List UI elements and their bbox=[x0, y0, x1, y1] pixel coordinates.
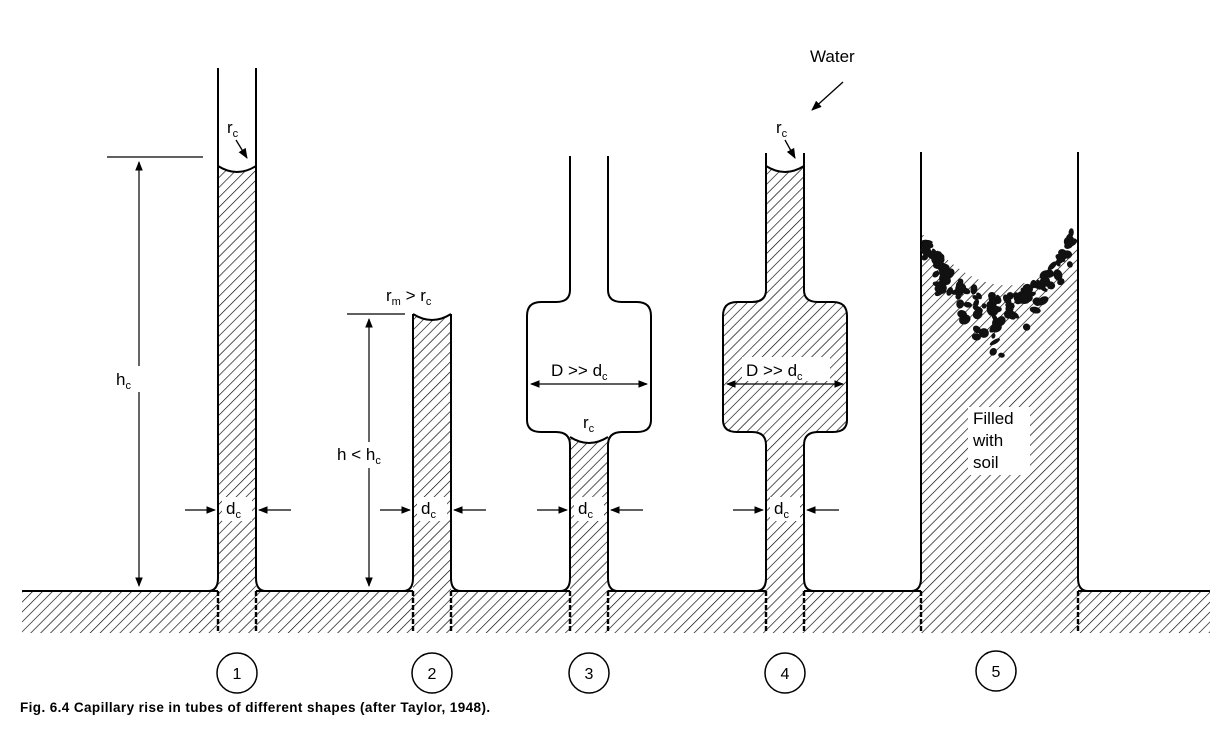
soil-grain bbox=[971, 333, 981, 341]
soil-grain bbox=[973, 299, 980, 308]
tube-1-diameter-label: dc bbox=[185, 497, 291, 521]
soil-grain bbox=[1057, 278, 1065, 286]
svg-text:rc: rc bbox=[583, 413, 595, 435]
soil-grain bbox=[934, 287, 945, 297]
tube-3-diameter-label: dc bbox=[537, 497, 643, 521]
tube-number-5: 5 bbox=[975, 650, 1017, 692]
soil-grain bbox=[957, 282, 967, 291]
svg-text:1: 1 bbox=[233, 666, 242, 683]
soil-grain bbox=[941, 276, 951, 286]
svg-text:D >> dc: D >> dc bbox=[551, 361, 608, 383]
soil-grain bbox=[1005, 305, 1014, 313]
svg-text:Filled: Filled bbox=[973, 409, 1014, 428]
soil-grain bbox=[990, 322, 1002, 333]
soil-grain bbox=[1068, 228, 1074, 237]
soil-grain bbox=[989, 338, 1000, 346]
svg-text:hc: hc bbox=[116, 370, 131, 392]
soil-grain bbox=[972, 325, 981, 334]
svg-text:rc: rc bbox=[776, 118, 788, 140]
soil-grain bbox=[978, 328, 989, 338]
soil-grain bbox=[955, 293, 962, 300]
svg-text:with: with bbox=[972, 431, 1003, 450]
soil-grain bbox=[931, 248, 938, 257]
soil-grain bbox=[935, 253, 945, 264]
height-hc-dimension: hc bbox=[107, 156, 203, 587]
soil-grain bbox=[932, 270, 940, 278]
soil-grain bbox=[921, 254, 928, 261]
soil-grain bbox=[1058, 249, 1068, 259]
svg-text:Water: Water bbox=[810, 47, 855, 66]
soil-grain bbox=[1066, 238, 1078, 247]
soil-label: Filled with soil bbox=[968, 407, 1030, 475]
height-h-dimension: h < hc bbox=[333, 313, 405, 587]
svg-text:rm > rc: rm > rc bbox=[386, 286, 432, 308]
soil-grain bbox=[936, 261, 943, 269]
svg-text:D >> dc: D >> dc bbox=[746, 361, 803, 383]
soil-grain bbox=[1066, 261, 1073, 268]
soil-grain bbox=[972, 305, 983, 313]
soil-grain bbox=[981, 303, 987, 309]
soil-grain bbox=[1025, 289, 1033, 297]
figure-caption: Fig. 6.4 Capillary rise in tubes of diff… bbox=[20, 700, 491, 715]
soil-grain bbox=[1034, 281, 1046, 288]
soil-grain bbox=[991, 333, 996, 339]
soil-grain bbox=[1055, 260, 1061, 267]
svg-text:3: 3 bbox=[585, 666, 594, 683]
soil-grain bbox=[1016, 291, 1026, 301]
svg-text:4: 4 bbox=[781, 666, 790, 683]
svg-text:dc: dc bbox=[226, 499, 241, 521]
tube-number-2: 2 bbox=[411, 652, 453, 694]
soil-grains bbox=[920, 228, 1078, 358]
soil-grain bbox=[1047, 261, 1057, 271]
tube-2-diameter-label: dc bbox=[380, 497, 486, 521]
tube-4-chamber-label: D >> dc bbox=[726, 357, 844, 388]
soil-grain bbox=[1024, 293, 1033, 303]
svg-text:2: 2 bbox=[428, 666, 437, 683]
tube-3-chamber-label: D >> dc rc bbox=[530, 361, 648, 435]
tube-4 bbox=[722, 153, 848, 633]
svg-text:h < hc: h < hc bbox=[337, 445, 381, 467]
svg-text:soil: soil bbox=[973, 453, 999, 472]
soil-grain bbox=[921, 247, 932, 256]
soil-grain bbox=[957, 310, 967, 319]
soil-grain bbox=[991, 313, 999, 323]
tube-number-4: 4 bbox=[764, 652, 806, 694]
svg-text:5: 5 bbox=[992, 664, 1001, 681]
soil-grain bbox=[970, 284, 978, 295]
soil-grain bbox=[946, 287, 953, 296]
soil-grain bbox=[1022, 323, 1031, 331]
tube-4-diameter-label: dc bbox=[733, 497, 839, 521]
soil-grain bbox=[1007, 312, 1016, 320]
soil-grain bbox=[976, 292, 982, 300]
tube-2 bbox=[402, 313, 462, 633]
soil-grain bbox=[1006, 292, 1014, 300]
soil-grain bbox=[989, 347, 997, 356]
soil-grain bbox=[988, 295, 998, 305]
svg-text:dc: dc bbox=[578, 499, 593, 521]
soil-grain bbox=[1032, 298, 1044, 306]
soil-grain bbox=[956, 299, 965, 309]
tube-number-1: 1 bbox=[216, 652, 258, 694]
tube-3 bbox=[526, 156, 652, 633]
soil-grain bbox=[924, 240, 932, 249]
svg-text:dc: dc bbox=[774, 499, 789, 521]
tube-4-meniscus-label: rc bbox=[776, 118, 796, 159]
tube-1-meniscus-label: rc bbox=[227, 118, 248, 159]
tube-5 bbox=[910, 152, 1089, 633]
svg-text:dc: dc bbox=[421, 499, 436, 521]
soil-grain bbox=[998, 352, 1005, 358]
water-label: Water bbox=[810, 47, 855, 111]
soil-grain bbox=[1029, 306, 1041, 314]
svg-text:rc: rc bbox=[227, 118, 239, 140]
tube-1 bbox=[207, 68, 267, 633]
tube-number-3: 3 bbox=[568, 652, 610, 694]
soil-grain bbox=[989, 306, 1002, 313]
tube-2-meniscus-label: rm > rc bbox=[386, 286, 432, 308]
soil-grain bbox=[963, 301, 972, 308]
soil-grain bbox=[1053, 269, 1063, 281]
